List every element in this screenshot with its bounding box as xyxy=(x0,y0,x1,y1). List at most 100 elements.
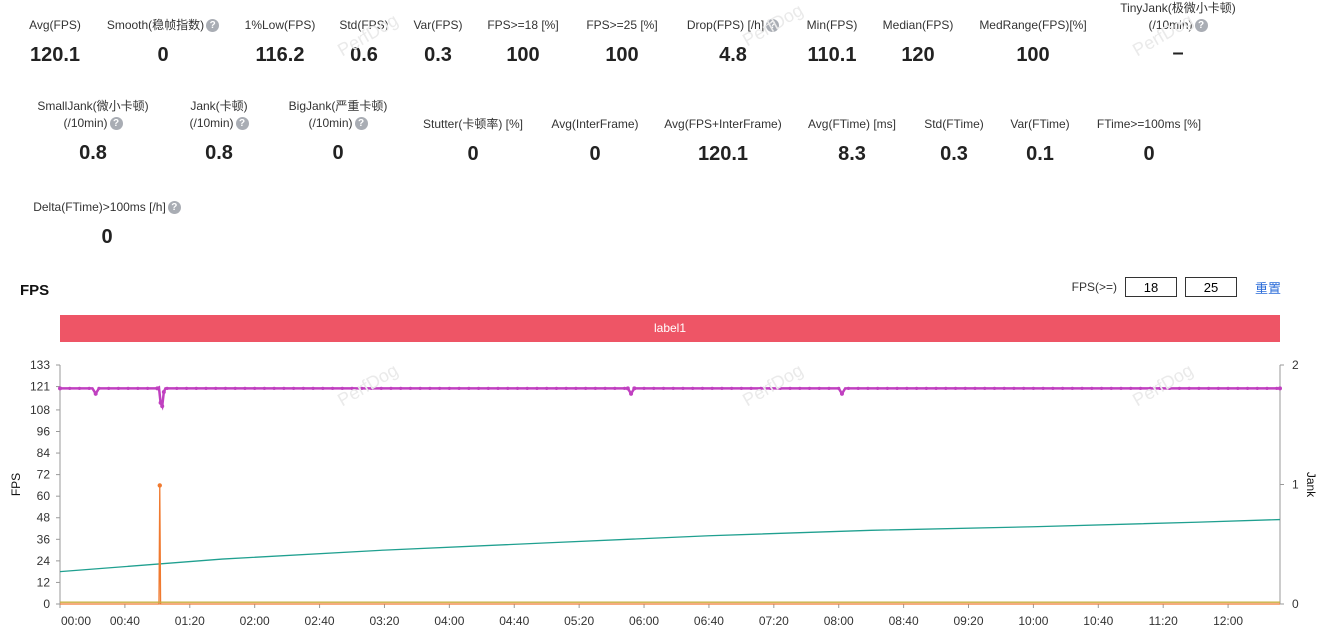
fps-point xyxy=(476,386,481,390)
help-icon[interactable]: ? xyxy=(235,117,249,131)
fps-point xyxy=(97,386,101,390)
help-icon[interactable]: ? xyxy=(206,19,220,33)
spike-point xyxy=(157,483,162,488)
help-icon[interactable]: ? xyxy=(766,19,780,33)
x-tick-label: 07:20 xyxy=(759,614,789,628)
metric-label: Jank(卡顿) xyxy=(129,98,309,115)
fps-point xyxy=(856,386,860,390)
metric-label-text: Median(FPS) xyxy=(882,18,954,32)
metric-label: Avg(FPS+InterFrame) xyxy=(633,116,813,133)
metric-value: 110.1 xyxy=(807,44,857,66)
metric-label: Var(FTime) xyxy=(950,116,1130,133)
metric-label-text: Avg(InterFrame) xyxy=(551,117,639,131)
fps-point xyxy=(632,386,636,390)
fps-point xyxy=(613,386,617,390)
metric-label-sub-text: (/10min) xyxy=(189,116,234,130)
fps-point xyxy=(837,386,841,390)
y-tick-label: 12 xyxy=(37,575,51,589)
metric-row1-6: FPS>=25 [%] 100 xyxy=(532,17,712,67)
metric-label: BigJank(严重卡顿) xyxy=(248,98,428,115)
metric-value: – xyxy=(1172,42,1184,64)
fps-point xyxy=(204,386,208,390)
fps-point xyxy=(233,386,237,390)
metric-label-sub: (/10min)? xyxy=(248,115,428,132)
fps-point xyxy=(107,386,111,390)
fps-point xyxy=(710,386,714,390)
fps-point xyxy=(1031,386,1036,390)
help-icon[interactable]: ? xyxy=(167,201,181,215)
help-icon[interactable]: ? xyxy=(1194,19,1208,33)
fps-point xyxy=(379,386,383,390)
metric-label-sub: (/10min)? xyxy=(1088,17,1268,34)
fps-point xyxy=(914,386,919,390)
metric-label: Drop(FPS) [/h]? xyxy=(643,17,823,34)
y-tick-label: 133 xyxy=(30,358,50,372)
x-tick-label: 02:00 xyxy=(240,614,270,628)
metric-label-text: Min(FPS) xyxy=(806,18,858,32)
help-icon[interactable]: ? xyxy=(109,117,123,131)
fps-point xyxy=(807,386,812,390)
fps-point xyxy=(1080,386,1084,390)
label-bar[interactable]: label1 xyxy=(60,315,1280,342)
fps-point xyxy=(963,386,967,390)
metric-label-sub-text: (/10min) xyxy=(63,116,108,130)
fps-point xyxy=(1275,386,1279,390)
y-tick-label: 96 xyxy=(37,424,51,438)
fps-point xyxy=(739,386,743,390)
metric-label-text: Std(FTime) xyxy=(924,117,984,131)
metric-label-text: FTime>=100ms [%] xyxy=(1096,117,1202,131)
fps-point xyxy=(564,386,568,390)
metric-value: 4.8 xyxy=(719,44,747,66)
fps-point xyxy=(1090,386,1094,390)
y-tick-label: 121 xyxy=(30,380,50,394)
metric-value: 0.6 xyxy=(350,44,378,66)
metric-row1-7: Drop(FPS) [/h]? 4.8 xyxy=(643,17,823,67)
metric-label-text: Var(FPS) xyxy=(413,18,463,32)
fps-point xyxy=(1099,386,1104,390)
x-tick-label: 04:40 xyxy=(499,614,529,628)
y-tick-label: 60 xyxy=(37,489,51,503)
fps-point xyxy=(1265,386,1269,390)
fps-point xyxy=(58,386,62,390)
metric-label: Median(FPS) xyxy=(828,17,1008,34)
fps-point xyxy=(1022,386,1026,390)
fps-point xyxy=(924,386,928,390)
reset-link[interactable]: 重置 xyxy=(1254,280,1281,296)
fps-point xyxy=(625,386,630,391)
fps-point xyxy=(253,386,257,390)
fps-point xyxy=(1187,386,1191,390)
fps-point xyxy=(691,386,695,390)
fps-point xyxy=(983,386,987,390)
metric-label: FPS>=18 [%] xyxy=(433,17,613,34)
metric-value: 0 xyxy=(1143,143,1155,165)
x-tick-label: 00:40 xyxy=(110,614,140,628)
metric-row1-3: Std(FPS) 0.6 xyxy=(274,17,454,67)
fps-point xyxy=(1207,386,1211,390)
fps-point xyxy=(136,386,140,390)
metric-value: 120.1 xyxy=(697,143,749,165)
fps-point xyxy=(1041,386,1045,390)
x-tick-label: 05:20 xyxy=(564,614,594,628)
fps-point xyxy=(369,386,374,390)
metric-row1-11: TinyJank(极微小卡顿) (/10min)? – xyxy=(1088,0,1268,65)
fps-point xyxy=(418,386,422,390)
fps-point xyxy=(1012,386,1016,390)
metric-label: Smooth(稳帧指数)? xyxy=(73,17,253,34)
fps-point xyxy=(778,386,782,390)
metric-row1-4: Var(FPS) 0.3 xyxy=(348,17,528,67)
x-tick-label: 03:20 xyxy=(369,614,399,628)
metric-label: Min(FPS) xyxy=(742,17,922,34)
metric-row1-5: FPS>=18 [%] 100 xyxy=(433,17,613,67)
fps-threshold-input-2[interactable] xyxy=(1184,277,1237,297)
fps-threshold-input-1[interactable] xyxy=(1124,277,1177,297)
fps-point xyxy=(1226,386,1230,390)
metric-label-text: 1%Low(FPS) xyxy=(244,18,316,32)
x-tick-label: 04:00 xyxy=(434,614,464,628)
x-tick-label: 08:00 xyxy=(824,614,854,628)
metric-row2-2: BigJank(严重卡顿) (/10min)? 0 xyxy=(248,98,428,165)
metric-value: 100 xyxy=(506,44,540,66)
x-tick-label: 10:00 xyxy=(1018,614,1048,628)
help-icon[interactable]: ? xyxy=(354,117,368,131)
fps-point xyxy=(87,386,91,390)
